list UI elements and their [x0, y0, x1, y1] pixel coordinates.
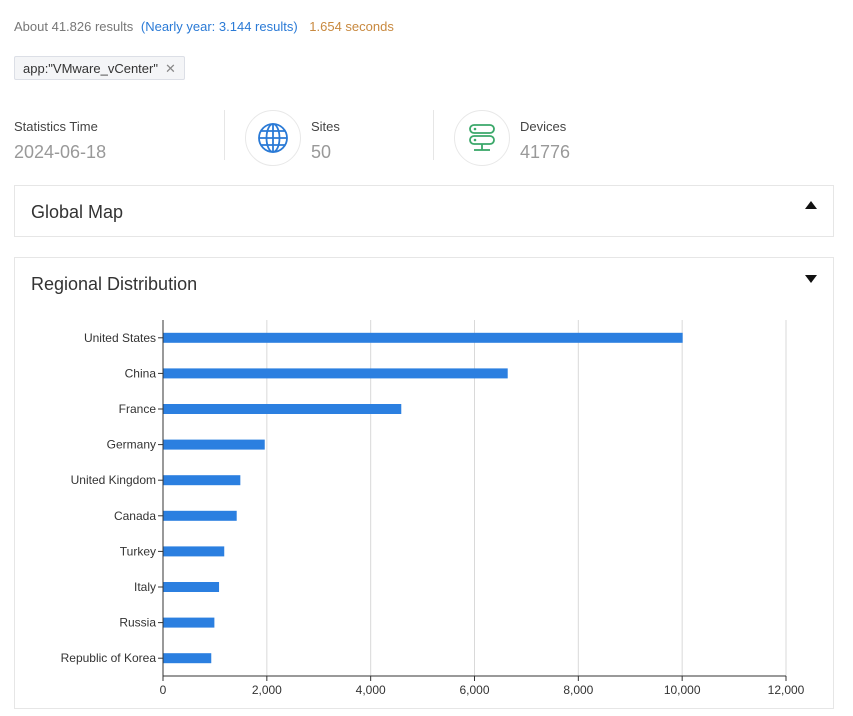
stat-value: 41776 — [520, 142, 571, 162]
category-label: Italy — [134, 580, 156, 594]
bar — [163, 439, 265, 450]
results-year-link[interactable]: (Nearly year: 3.144 results) — [140, 19, 298, 34]
divider — [433, 110, 434, 160]
bar — [163, 332, 683, 343]
x-tick-label: 12,000 — [768, 683, 805, 697]
stat-label: Devices — [520, 119, 567, 134]
regional-distribution-title[interactable]: Regional Distribution — [31, 274, 198, 294]
globe-icon — [245, 110, 301, 166]
global-map-title[interactable]: Global Map — [31, 202, 124, 222]
stat-label: Statistics Time — [14, 119, 98, 134]
bar — [163, 582, 220, 592]
global-map-panel: Global Map — [14, 185, 834, 237]
stat-label: Sites — [311, 119, 340, 134]
category-label: Germany — [107, 438, 156, 452]
divider — [224, 110, 225, 160]
regional-bar-chart: 0 2,000 4,000 6,000 8,000 10,000 12,000 United … — [61, 320, 805, 697]
category-label: United States — [84, 331, 156, 345]
server-icon — [454, 110, 510, 166]
bar — [163, 404, 402, 414]
x-tick-label: 0 — [160, 683, 167, 697]
query-tag: app:"VMware_vCenter" ✕ — [14, 56, 185, 80]
bar — [163, 368, 508, 379]
category-label: United Kingdom — [71, 473, 156, 487]
bar — [163, 653, 212, 664]
category-label: France — [119, 402, 157, 416]
category-label: Republic of Korea — [61, 651, 157, 665]
x-tick-label: 2,000 — [252, 683, 282, 697]
category-label: Turkey — [120, 544, 156, 558]
bar — [163, 510, 237, 521]
close-icon[interactable]: ✕ — [164, 60, 176, 76]
bar — [163, 475, 241, 486]
results-time: 1.654 seconds — [309, 19, 394, 34]
stat-value: 50 — [311, 142, 332, 162]
bar — [163, 617, 215, 628]
regional-distribution-panel: Regional Distribution 0 2,000 4,000 6,000 8,… — [14, 257, 834, 709]
results-summary: About 41.826 results (Nearly year: 3.144… — [14, 19, 394, 34]
query-tag-label: app:"VMware_vCenter" — [23, 60, 158, 76]
x-tick-label: 6,000 — [459, 683, 489, 697]
bar — [163, 546, 225, 557]
category-label: Russia — [119, 616, 156, 630]
x-tick-label: 4,000 — [356, 683, 386, 697]
expand-toggle-icon[interactable] — [805, 201, 817, 209]
stat-value: 2024-06-18 — [14, 142, 107, 162]
collapse-toggle-icon[interactable] — [805, 275, 817, 283]
results-total: About 41.826 results — [14, 19, 134, 34]
category-label: Canada — [114, 509, 156, 523]
x-tick-label: 10,000 — [664, 683, 701, 697]
category-label: China — [125, 366, 157, 380]
stats-bar: Statistics Time 2024-06-18 Sites 50 — [0, 108, 853, 168]
x-tick-label: 8,000 — [563, 683, 593, 697]
